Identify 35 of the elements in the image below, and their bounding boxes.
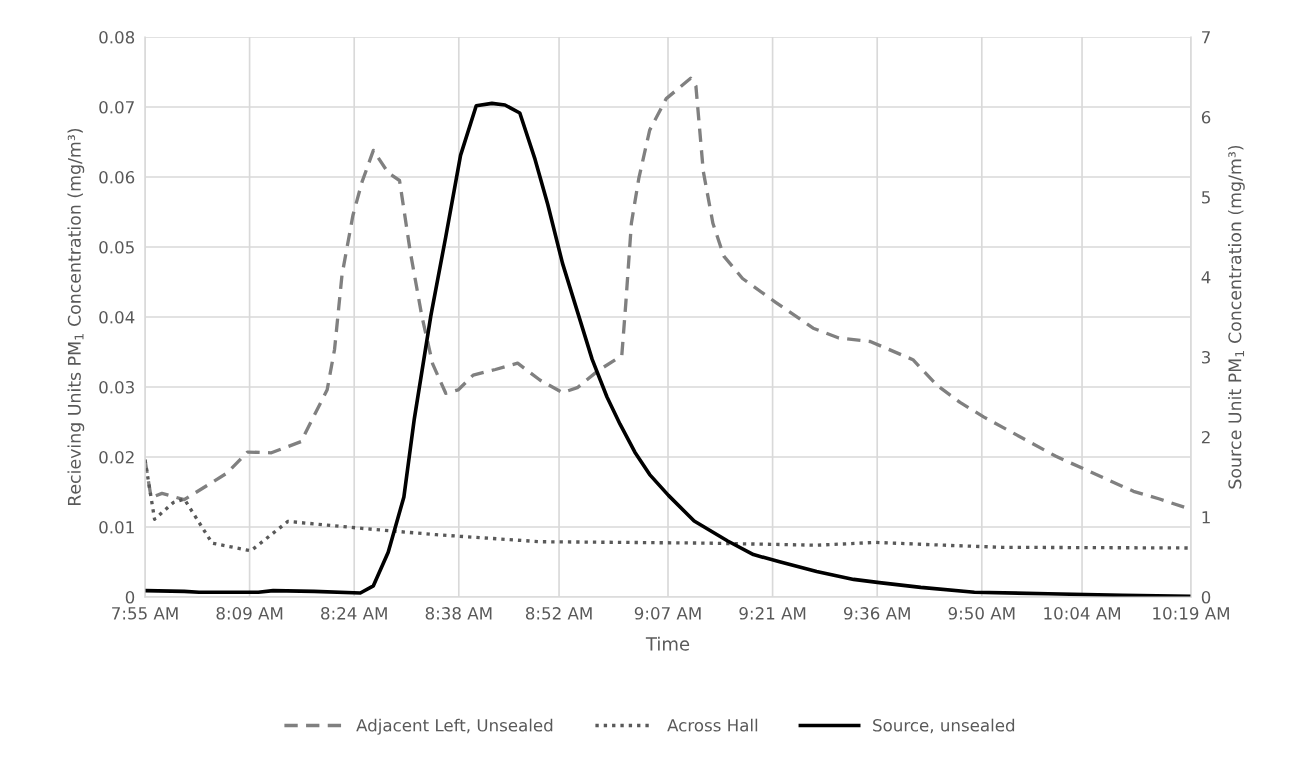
y-tick-label: 0.01 [99, 520, 134, 534]
y-axis-title: Recieving Units PM$_{1}$ Concentration (mg/m³) [67, 128, 85, 505]
line-series [145, 458, 1191, 553]
y2-tick-label: 3 [1201, 350, 1210, 364]
y2-tick-label: 1 [1202, 511, 1210, 524]
y-tick-label: 0.04 [99, 310, 135, 324]
x-tick-label: 9:50 AM [948, 607, 1015, 620]
x-tick-label: 9:36 AM [844, 607, 910, 620]
x-tick-label: 8:52 AM [525, 607, 592, 620]
y-tick-label: 0.06 [99, 170, 135, 184]
y-tick-label: 0.07 [99, 100, 134, 114]
x-tick-label: 8:24 AM [321, 607, 387, 620]
x-tick-label: 9:21 AM [739, 607, 806, 620]
x-tick-label: 10:04 AM [1044, 607, 1120, 620]
x-tick-label: 10:19 AM [1153, 607, 1229, 620]
legend-label: Across Hall [667, 718, 758, 732]
y-tick-label: 0.08 [99, 30, 135, 44]
y-tick-label: 0.05 [99, 240, 134, 254]
x-axis-title: Time [645, 636, 690, 651]
y2-tick-label: 7 [1202, 31, 1210, 44]
y2-tick-label: 4 [1201, 271, 1211, 284]
legend-label: Adjacent Left, Unsealed [356, 718, 553, 735]
y2-tick-label: 5 [1202, 191, 1210, 204]
y2-axis-title: Source Unit PM$_{1}$ Concentration (mg/m³) [1227, 145, 1245, 489]
y2-tick-label: 6 [1201, 110, 1211, 124]
x-tick-label: 7:55 AM [112, 607, 178, 620]
x-tick-label: 9:07 AM [634, 607, 701, 620]
y2-tick-label: 0 [1201, 590, 1211, 604]
y-tick-label: 0 [125, 590, 135, 604]
y2-tick-label: 2 [1201, 430, 1210, 444]
legend-label: Source, unsealed [873, 718, 1015, 734]
x-tick-label: 8:09 AM [216, 607, 283, 620]
y-tick-label: 0.03 [99, 380, 134, 394]
y-tick-label: 0.02 [99, 450, 134, 464]
x-tick-label: 8:38 AM [425, 607, 492, 620]
